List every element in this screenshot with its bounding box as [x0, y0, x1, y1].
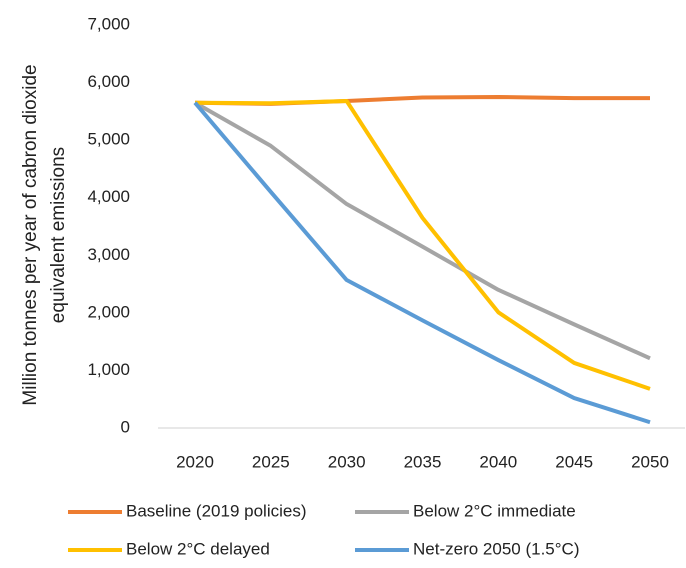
y-axis-title-line: Million tonnes per year of cabron dioxid…	[20, 64, 41, 405]
y-tick-label: 4,000	[87, 187, 130, 206]
y-tick-label: 5,000	[87, 130, 130, 149]
y-axis-title: Million tonnes per year of cabron dioxid…	[20, 64, 69, 405]
y-tick-label: 6,000	[87, 72, 130, 91]
y-tick-label: 2,000	[87, 302, 130, 321]
y-tick-label: 0	[121, 417, 130, 436]
x-tick-label: 2045	[555, 452, 593, 471]
x-tick-label: 2020	[176, 452, 214, 471]
legend-label: Below 2°C immediate	[413, 501, 576, 520]
series-line	[194, 98, 651, 391]
series-line	[194, 100, 651, 361]
legend-label: Net-zero 2050 (1.5°C)	[413, 539, 579, 558]
x-tick-label: 2050	[631, 452, 669, 471]
y-tick-label: 7,000	[87, 14, 130, 33]
x-tick-label: 2040	[479, 452, 517, 471]
legend-label: Below 2°C delayed	[126, 539, 270, 558]
legend-label: Baseline (2019 policies)	[126, 501, 307, 520]
y-axis-title-line: equivalent emissions	[48, 147, 69, 323]
y-tick-label: 3,000	[87, 245, 130, 264]
x-tick-label: 2035	[404, 452, 442, 471]
y-tick-label: 1,000	[87, 360, 130, 379]
x-tick-label: 2025	[252, 452, 290, 471]
series-line	[193, 101, 651, 425]
x-tick-label: 2030	[328, 452, 366, 471]
